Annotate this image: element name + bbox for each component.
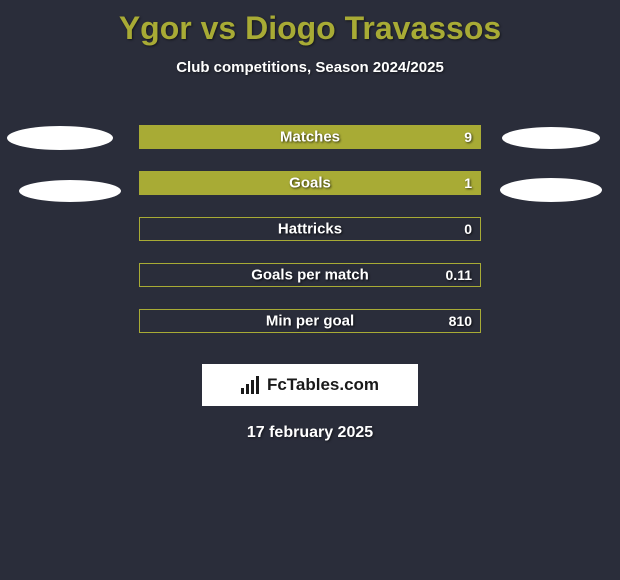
page-title: Ygor vs Diogo Travassos	[0, 0, 620, 47]
bar-track: Goals per match 0.11	[139, 263, 481, 287]
date-text: 17 february 2025	[0, 424, 620, 442]
bar-value: 810	[449, 313, 472, 329]
bar-value: 1	[464, 175, 472, 191]
bar-chart-icon	[241, 376, 263, 394]
bar-label: Goals	[289, 175, 331, 192]
stat-row: Goals per match 0.11	[0, 252, 620, 298]
brand-box[interactable]: FcTables.com	[202, 364, 418, 406]
subtitle: Club competitions, Season 2024/2025	[0, 59, 620, 76]
bar-label: Goals per match	[251, 267, 369, 284]
brand-text: FcTables.com	[267, 375, 379, 395]
bar-track: Hattricks 0	[139, 217, 481, 241]
bar-value: 9	[464, 129, 472, 145]
bar-track: Min per goal 810	[139, 309, 481, 333]
stat-row: Hattricks 0	[0, 206, 620, 252]
stat-row: Min per goal 810	[0, 298, 620, 344]
bar-label: Min per goal	[266, 313, 354, 330]
bar-value: 0.11	[446, 267, 472, 283]
stats-rows: Matches 9 Goals 1 Hattricks 0 Goals per …	[0, 114, 620, 344]
bar-track: Matches 9	[139, 125, 481, 149]
bar-label: Matches	[280, 129, 340, 146]
bar-track: Goals 1	[139, 171, 481, 195]
stat-row: Goals 1	[0, 160, 620, 206]
stat-row: Matches 9	[0, 114, 620, 160]
bar-label: Hattricks	[278, 221, 342, 238]
bar-value: 0	[464, 221, 472, 237]
